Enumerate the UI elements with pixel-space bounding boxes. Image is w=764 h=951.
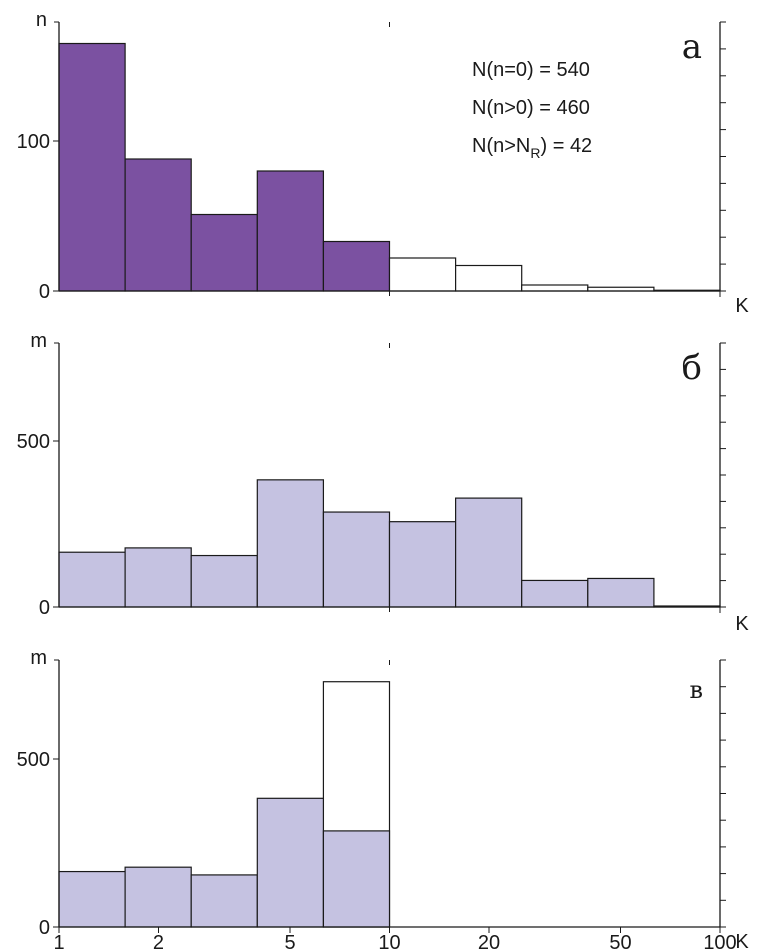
x-tick-label: 10 [378,932,400,951]
y-tick-label: 0 [39,281,50,303]
bar-4 [322,240,391,292]
x-tick-label: 1 [53,932,64,951]
panel-label: а [682,27,702,67]
annotation-text: N(n=0) = 540 [472,59,590,81]
bar-4 [322,511,391,608]
bar-1 [124,866,192,928]
y-axis-label: m [30,330,47,352]
y-axis-label: m [30,647,47,669]
annotation-text: N(n>0) = 460 [472,97,590,119]
bar-3 [256,797,325,928]
x-axis-label: K [735,295,749,317]
bar-7 [521,579,589,608]
bar-0 [58,551,126,608]
panel-label: б [682,348,702,388]
bar-2 [190,874,258,928]
annotation-text: N(n>NR) = 42 [472,135,592,161]
bar-5 [388,257,457,292]
bar-4 [322,830,391,928]
y-tick-label: 0 [39,917,50,939]
y-tick-label: 500 [17,431,50,453]
bar-1 [124,547,192,608]
x-axis-label: K [735,931,749,951]
x-tick-label: 5 [284,932,295,951]
bar-1 [124,158,192,292]
x-tick-label: 50 [609,932,631,951]
x-axis-label: K [735,613,749,635]
panel-a: 0 100 n Kа N(n=0) = 540 N(n>0) = 460 N(n>NR) =… [17,9,750,317]
y-tick-label: 100 [17,131,50,153]
bar-6 [455,264,523,292]
bar-5 [388,521,457,608]
y-tick-label: 500 [17,749,50,771]
panel-label: в [689,676,703,704]
bar-2 [190,554,258,608]
x-tick-label: 100 [703,932,736,951]
x-tick-label: 2 [153,932,164,951]
panel-b: 0 500 m Kб [17,330,750,635]
y-axis-label: n [36,9,47,31]
bar-7 [521,284,589,292]
bar-3 [256,479,325,608]
bar-0 [58,870,126,928]
bar-0 [58,42,126,292]
bar-3 [256,170,325,292]
y-tick-label: 0 [39,597,50,619]
panel-v: 0 500 m Kв 1 2 5 10 20 50 100 [17,647,750,951]
bar-6 [455,497,523,608]
bar-2 [190,213,258,292]
x-tick-label: 20 [478,932,500,951]
bar-8 [587,577,655,608]
